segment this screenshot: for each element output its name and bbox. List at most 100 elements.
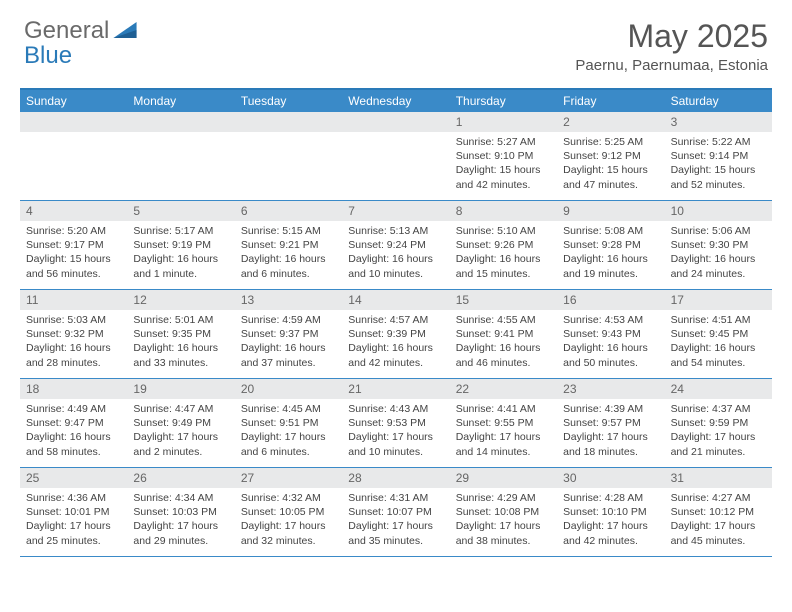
sunset-text: Sunset: 9:51 PM bbox=[241, 416, 336, 430]
day-details: Sunrise: 4:51 AMSunset: 9:45 PMDaylight:… bbox=[665, 310, 772, 374]
daylight-text: Daylight: 17 hours and 45 minutes. bbox=[671, 519, 766, 547]
sunset-text: Sunset: 9:32 PM bbox=[26, 327, 121, 341]
daylight-text: Daylight: 16 hours and 58 minutes. bbox=[26, 430, 121, 458]
day-cell bbox=[20, 112, 127, 200]
day-details: Sunrise: 4:31 AMSunset: 10:07 PMDaylight… bbox=[342, 488, 449, 552]
sunrise-text: Sunrise: 4:41 AM bbox=[456, 402, 551, 416]
day-details: Sunrise: 4:55 AMSunset: 9:41 PMDaylight:… bbox=[450, 310, 557, 374]
daylight-text: Daylight: 17 hours and 32 minutes. bbox=[241, 519, 336, 547]
weekday-header: Wednesday bbox=[342, 90, 449, 112]
day-number bbox=[342, 112, 449, 132]
sunset-text: Sunset: 9:45 PM bbox=[671, 327, 766, 341]
sunrise-text: Sunrise: 4:59 AM bbox=[241, 313, 336, 327]
day-details: Sunrise: 5:08 AMSunset: 9:28 PMDaylight:… bbox=[557, 221, 664, 285]
day-number: 18 bbox=[20, 379, 127, 399]
weekday-header: Monday bbox=[127, 90, 234, 112]
daylight-text: Daylight: 16 hours and 6 minutes. bbox=[241, 252, 336, 280]
day-cell: 15Sunrise: 4:55 AMSunset: 9:41 PMDayligh… bbox=[450, 290, 557, 378]
logo-triangle-icon bbox=[113, 18, 137, 43]
day-cell: 21Sunrise: 4:43 AMSunset: 9:53 PMDayligh… bbox=[342, 379, 449, 467]
day-details: Sunrise: 4:27 AMSunset: 10:12 PMDaylight… bbox=[665, 488, 772, 552]
sunrise-text: Sunrise: 4:49 AM bbox=[26, 402, 121, 416]
sunrise-text: Sunrise: 4:37 AM bbox=[671, 402, 766, 416]
daylight-text: Daylight: 16 hours and 19 minutes. bbox=[563, 252, 658, 280]
day-number: 21 bbox=[342, 379, 449, 399]
sunset-text: Sunset: 9:49 PM bbox=[133, 416, 228, 430]
day-cell: 13Sunrise: 4:59 AMSunset: 9:37 PMDayligh… bbox=[235, 290, 342, 378]
sunset-text: Sunset: 10:05 PM bbox=[241, 505, 336, 519]
sunrise-text: Sunrise: 5:25 AM bbox=[563, 135, 658, 149]
sunrise-text: Sunrise: 5:06 AM bbox=[671, 224, 766, 238]
day-details: Sunrise: 4:29 AMSunset: 10:08 PMDaylight… bbox=[450, 488, 557, 552]
calendar: SundayMondayTuesdayWednesdayThursdayFrid… bbox=[20, 88, 772, 557]
day-details: Sunrise: 5:27 AMSunset: 9:10 PMDaylight:… bbox=[450, 132, 557, 196]
day-number: 20 bbox=[235, 379, 342, 399]
day-cell: 10Sunrise: 5:06 AMSunset: 9:30 PMDayligh… bbox=[665, 201, 772, 289]
day-number: 12 bbox=[127, 290, 234, 310]
day-number: 13 bbox=[235, 290, 342, 310]
header: GeneralBlue May 2025 Paernu, Paernumaa, … bbox=[0, 0, 792, 82]
day-cell: 11Sunrise: 5:03 AMSunset: 9:32 PMDayligh… bbox=[20, 290, 127, 378]
sunrise-text: Sunrise: 4:53 AM bbox=[563, 313, 658, 327]
day-cell: 17Sunrise: 4:51 AMSunset: 9:45 PMDayligh… bbox=[665, 290, 772, 378]
sunset-text: Sunset: 9:12 PM bbox=[563, 149, 658, 163]
daylight-text: Daylight: 16 hours and 10 minutes. bbox=[348, 252, 443, 280]
day-details: Sunrise: 4:39 AMSunset: 9:57 PMDaylight:… bbox=[557, 399, 664, 463]
sunrise-text: Sunrise: 4:55 AM bbox=[456, 313, 551, 327]
weekday-header: Thursday bbox=[450, 90, 557, 112]
sunrise-text: Sunrise: 4:57 AM bbox=[348, 313, 443, 327]
sunrise-text: Sunrise: 4:27 AM bbox=[671, 491, 766, 505]
day-details: Sunrise: 4:37 AMSunset: 9:59 PMDaylight:… bbox=[665, 399, 772, 463]
sunset-text: Sunset: 9:26 PM bbox=[456, 238, 551, 252]
weeks-container: 1Sunrise: 5:27 AMSunset: 9:10 PMDaylight… bbox=[20, 112, 772, 557]
day-details: Sunrise: 5:20 AMSunset: 9:17 PMDaylight:… bbox=[20, 221, 127, 285]
sunset-text: Sunset: 9:57 PM bbox=[563, 416, 658, 430]
day-number: 29 bbox=[450, 468, 557, 488]
weekday-header: Saturday bbox=[665, 90, 772, 112]
day-number: 9 bbox=[557, 201, 664, 221]
sunrise-text: Sunrise: 5:22 AM bbox=[671, 135, 766, 149]
day-number: 26 bbox=[127, 468, 234, 488]
day-number: 22 bbox=[450, 379, 557, 399]
sunrise-text: Sunrise: 4:29 AM bbox=[456, 491, 551, 505]
day-details: Sunrise: 4:59 AMSunset: 9:37 PMDaylight:… bbox=[235, 310, 342, 374]
day-number: 27 bbox=[235, 468, 342, 488]
day-number: 16 bbox=[557, 290, 664, 310]
day-cell: 25Sunrise: 4:36 AMSunset: 10:01 PMDaylig… bbox=[20, 468, 127, 556]
day-number: 11 bbox=[20, 290, 127, 310]
daylight-text: Daylight: 17 hours and 14 minutes. bbox=[456, 430, 551, 458]
daylight-text: Daylight: 16 hours and 15 minutes. bbox=[456, 252, 551, 280]
daylight-text: Daylight: 17 hours and 38 minutes. bbox=[456, 519, 551, 547]
sunset-text: Sunset: 9:17 PM bbox=[26, 238, 121, 252]
daylight-text: Daylight: 16 hours and 37 minutes. bbox=[241, 341, 336, 369]
day-number: 3 bbox=[665, 112, 772, 132]
daylight-text: Daylight: 17 hours and 6 minutes. bbox=[241, 430, 336, 458]
sunrise-text: Sunrise: 4:28 AM bbox=[563, 491, 658, 505]
day-details: Sunrise: 5:25 AMSunset: 9:12 PMDaylight:… bbox=[557, 132, 664, 196]
daylight-text: Daylight: 15 hours and 56 minutes. bbox=[26, 252, 121, 280]
day-number bbox=[20, 112, 127, 132]
sunset-text: Sunset: 9:14 PM bbox=[671, 149, 766, 163]
sunrise-text: Sunrise: 4:43 AM bbox=[348, 402, 443, 416]
day-cell: 14Sunrise: 4:57 AMSunset: 9:39 PMDayligh… bbox=[342, 290, 449, 378]
sunset-text: Sunset: 9:30 PM bbox=[671, 238, 766, 252]
sunrise-text: Sunrise: 4:34 AM bbox=[133, 491, 228, 505]
day-cell: 19Sunrise: 4:47 AMSunset: 9:49 PMDayligh… bbox=[127, 379, 234, 467]
sunrise-text: Sunrise: 5:03 AM bbox=[26, 313, 121, 327]
sunrise-text: Sunrise: 4:32 AM bbox=[241, 491, 336, 505]
day-cell: 29Sunrise: 4:29 AMSunset: 10:08 PMDaylig… bbox=[450, 468, 557, 556]
day-number: 19 bbox=[127, 379, 234, 399]
weekday-header: Friday bbox=[557, 90, 664, 112]
logo-text-general: General bbox=[24, 17, 109, 44]
day-details: Sunrise: 5:01 AMSunset: 9:35 PMDaylight:… bbox=[127, 310, 234, 374]
daylight-text: Daylight: 15 hours and 47 minutes. bbox=[563, 163, 658, 191]
day-cell bbox=[235, 112, 342, 200]
sunset-text: Sunset: 9:10 PM bbox=[456, 149, 551, 163]
day-number: 6 bbox=[235, 201, 342, 221]
day-number: 17 bbox=[665, 290, 772, 310]
day-cell: 16Sunrise: 4:53 AMSunset: 9:43 PMDayligh… bbox=[557, 290, 664, 378]
sunset-text: Sunset: 10:07 PM bbox=[348, 505, 443, 519]
sunset-text: Sunset: 9:41 PM bbox=[456, 327, 551, 341]
sunset-text: Sunset: 10:01 PM bbox=[26, 505, 121, 519]
day-details: Sunrise: 4:45 AMSunset: 9:51 PMDaylight:… bbox=[235, 399, 342, 463]
